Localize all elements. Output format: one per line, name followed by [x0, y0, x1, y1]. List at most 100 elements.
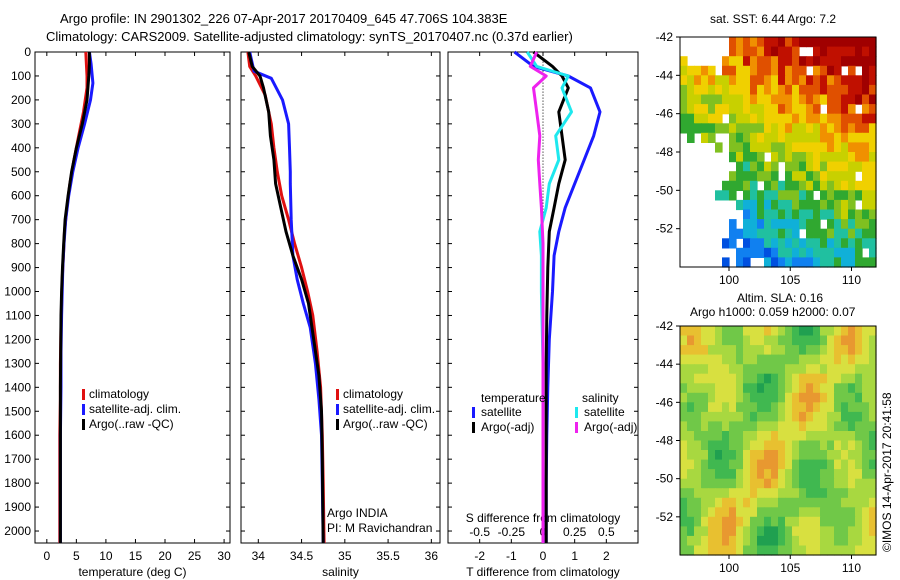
map-cell — [694, 459, 702, 470]
map-cell — [771, 247, 779, 258]
map-cell — [841, 94, 849, 105]
map-cell — [778, 219, 786, 230]
map-cell — [750, 94, 758, 105]
map-cell — [862, 411, 870, 422]
map-cell — [862, 459, 870, 470]
map-cell — [841, 345, 849, 356]
temperature-panel: 0100200300400500600700800900100011001200… — [4, 45, 231, 579]
map-cell — [813, 123, 821, 134]
map-cell — [736, 364, 744, 375]
map-y-tick-label: -50 — [656, 472, 674, 486]
map-cell — [729, 228, 737, 239]
map-cell — [750, 488, 758, 499]
map-cell — [813, 46, 821, 57]
map-cell — [841, 56, 849, 67]
y-tick-label: 2000 — [4, 524, 31, 538]
map-cell — [736, 459, 744, 470]
map-cell — [813, 488, 821, 499]
map-cell — [827, 440, 835, 451]
map-cell — [855, 373, 863, 384]
map-cell — [778, 84, 786, 96]
map-cell — [862, 364, 870, 375]
map-cell — [778, 65, 786, 76]
map-cell — [806, 535, 814, 546]
series-line — [513, 50, 602, 543]
map-cell — [841, 219, 849, 230]
map-cell — [778, 152, 786, 163]
map-cell — [855, 75, 863, 86]
map-cell — [736, 450, 744, 461]
map-cell — [827, 56, 835, 67]
map-cell — [799, 171, 807, 182]
map-cell — [708, 364, 716, 375]
map-cell — [799, 526, 807, 537]
map-cell — [750, 238, 758, 249]
map-cell — [701, 421, 709, 432]
legend-swatch — [336, 404, 339, 415]
map-cell — [750, 84, 758, 96]
map-cell — [799, 354, 807, 365]
map-cell — [743, 326, 751, 337]
map-cell — [757, 421, 765, 432]
legend-label: climatology — [343, 387, 403, 401]
map-cell — [869, 345, 877, 356]
map-cell — [869, 535, 877, 546]
map-cell — [750, 459, 758, 470]
map-cell — [827, 171, 835, 182]
map-cell — [792, 247, 800, 258]
map-cell — [848, 364, 856, 375]
map-cell — [778, 469, 786, 480]
map-cell — [729, 123, 737, 134]
map-cell — [764, 488, 772, 499]
map-cell — [715, 364, 723, 375]
map-cell — [862, 75, 870, 86]
map-cell — [848, 123, 856, 134]
map-cell — [813, 94, 821, 105]
map-cell — [743, 421, 751, 432]
map-cell — [834, 94, 842, 105]
map-cell — [680, 104, 688, 115]
map-cell — [792, 345, 800, 356]
map-cell — [827, 84, 835, 96]
map-cell — [827, 507, 835, 518]
map-cell — [757, 478, 765, 489]
map-cell — [715, 104, 723, 115]
map-cell — [785, 383, 793, 394]
map-cell — [834, 152, 842, 163]
map-cell — [792, 152, 800, 163]
map-cell — [799, 180, 807, 191]
map-cell — [827, 219, 835, 230]
map-cell — [722, 497, 730, 508]
legend-title: temperature — [481, 391, 546, 405]
map-cell — [729, 516, 737, 527]
map-cell — [848, 326, 856, 337]
map-cell — [862, 104, 870, 115]
legend-swatch — [82, 419, 85, 430]
map-cell — [729, 364, 737, 375]
map-cell — [736, 354, 744, 365]
map-cell — [729, 142, 737, 153]
sla-map-title-2: Argo h1000: 0.059 h2000: 0.07 — [690, 305, 856, 319]
map-cell — [750, 37, 758, 48]
map-cell — [729, 488, 737, 499]
map-cell — [778, 247, 786, 258]
map-cell — [813, 364, 821, 375]
map-cell — [785, 459, 793, 470]
legend-swatch — [575, 422, 578, 433]
map-cell — [708, 488, 716, 499]
map-cell — [792, 545, 800, 556]
map-cell — [708, 94, 716, 105]
map-cell — [820, 516, 828, 527]
map-cell — [813, 516, 821, 527]
map-cell — [764, 535, 772, 546]
map-cell — [771, 392, 779, 403]
map-cell — [841, 402, 849, 413]
map-cell — [848, 65, 856, 76]
map-cell — [764, 199, 772, 211]
map-cell — [694, 526, 702, 537]
x-tick-label: 36 — [425, 549, 439, 563]
map-cell — [708, 507, 716, 518]
map-cell — [722, 535, 730, 546]
map-cell — [750, 104, 758, 115]
map-cell — [862, 383, 870, 394]
